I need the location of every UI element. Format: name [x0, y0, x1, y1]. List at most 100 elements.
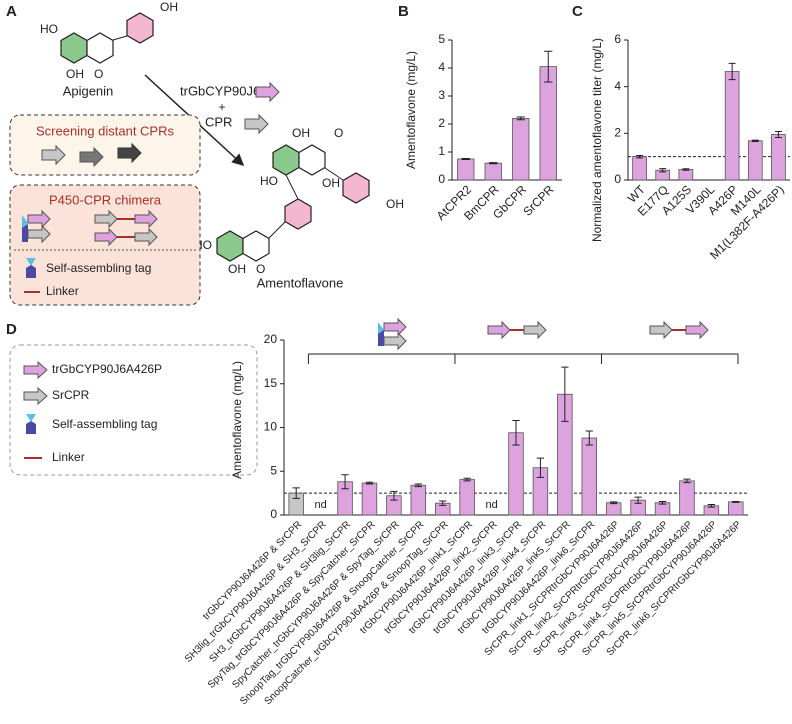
- bond: [324, 167, 344, 181]
- atom: O: [94, 67, 103, 81]
- bond: [112, 35, 128, 41]
- legend-box: [9, 344, 258, 476]
- y-axis-label: Amentoflavone (mg/L): [230, 361, 244, 479]
- p450-icon: [255, 81, 280, 103]
- p450-icon: [685, 320, 709, 340]
- y-tick-label: 10: [264, 420, 278, 434]
- ring: [342, 172, 370, 204]
- panel-label: C: [572, 3, 583, 20]
- atom: OH: [228, 262, 246, 276]
- bar: [581, 437, 597, 516]
- ring: [126, 12, 154, 44]
- ring: [216, 230, 244, 262]
- bar: [512, 118, 530, 181]
- ring: [284, 198, 312, 230]
- y-axis-label: Normalized amentoflavone titer (mg/L): [590, 38, 604, 242]
- bar: [678, 169, 694, 181]
- x-tick-label: SrCPR: [520, 182, 557, 219]
- legend-text: Self-assembling tag: [52, 417, 157, 431]
- y-tick-label: 4: [438, 60, 445, 74]
- error-bar: [732, 500, 740, 503]
- error-bar: [707, 504, 716, 508]
- atom: OH: [292, 126, 310, 140]
- enzyme: trGbCYP90J6: [180, 83, 260, 98]
- bond: [285, 174, 299, 200]
- error-bar: [489, 162, 498, 165]
- legend-text: trGbCYP90J6A426P: [52, 362, 162, 376]
- y-tick-label: 15: [264, 376, 278, 390]
- tag-icon: [26, 265, 36, 278]
- p450-icon: [23, 360, 48, 380]
- error-bar: [751, 139, 759, 142]
- ring: [60, 32, 88, 64]
- error-bar: [414, 483, 422, 488]
- error-bar: [341, 474, 349, 490]
- ring: [242, 230, 270, 262]
- atom: OH: [322, 176, 340, 190]
- cpr: CPR: [205, 114, 232, 129]
- p450-icon: [383, 317, 407, 337]
- error-bar: [461, 157, 470, 161]
- value-label: nd: [485, 499, 497, 511]
- tag-icon: [26, 421, 36, 434]
- y-tick-label: 0: [270, 507, 277, 521]
- error-bar: [463, 477, 471, 482]
- bar: [771, 134, 786, 181]
- p450-icon: [487, 320, 511, 340]
- compound-name: Amentoflavone: [257, 275, 344, 290]
- bar: [632, 156, 647, 181]
- bar: [728, 501, 744, 516]
- error-bar: [636, 155, 644, 159]
- bar: [605, 502, 622, 516]
- p450-icon: [27, 209, 51, 229]
- error-bar: [292, 487, 300, 499]
- y-tick-label: 4: [614, 79, 621, 93]
- structures: [60, 12, 370, 262]
- error-bar: [544, 50, 553, 83]
- atom: HO: [40, 22, 58, 36]
- legend-text: Self-assembling tag: [46, 261, 151, 275]
- legend-text: SrCPR: [52, 388, 90, 402]
- tag-icon: [378, 330, 384, 346]
- atom: OH: [386, 197, 404, 211]
- error-bar: [728, 62, 736, 81]
- bar: [654, 502, 671, 516]
- ring: [298, 144, 326, 176]
- error-bar: [634, 496, 642, 504]
- error-bar: [659, 168, 667, 173]
- atom: HO: [260, 174, 278, 188]
- tag-icon: [26, 258, 36, 266]
- cpr-icon: [23, 386, 48, 406]
- box-title: P450-CPR chimera: [49, 192, 162, 207]
- panel-label: B: [398, 3, 409, 20]
- ring: [272, 144, 300, 176]
- p450-icon: [94, 227, 118, 247]
- error-bar: [536, 457, 545, 478]
- error-bar: [512, 420, 520, 446]
- p450-icon: [134, 209, 158, 229]
- error-bar: [585, 430, 593, 446]
- legend-text: Linker: [46, 284, 79, 298]
- error-bar: [439, 500, 447, 506]
- ring: [86, 32, 114, 64]
- cpr-icon: [383, 331, 407, 351]
- cpr-icon: [134, 227, 158, 247]
- error-bar: [683, 478, 691, 484]
- brackets: [307, 353, 739, 364]
- legend-text: Linker: [52, 450, 85, 464]
- y-tick-label: 5: [270, 463, 277, 477]
- y-tick-label: 2: [614, 126, 621, 140]
- x-tick-label: SpyCatcher_trGbCYP90J6A426P & SpyTag_SrC…: [230, 519, 402, 691]
- bar: [457, 158, 475, 181]
- error-bar: [365, 481, 374, 485]
- y-tick-label: 5: [438, 32, 445, 46]
- error-bar: [774, 130, 782, 139]
- y-axis-label: Amentoflavone (mg/L): [404, 51, 418, 169]
- error-bar: [561, 366, 569, 422]
- bar: [679, 480, 695, 516]
- bar: [539, 66, 557, 181]
- plus: +: [218, 100, 225, 114]
- value-label: nd: [315, 499, 327, 511]
- error-bar: [682, 168, 690, 171]
